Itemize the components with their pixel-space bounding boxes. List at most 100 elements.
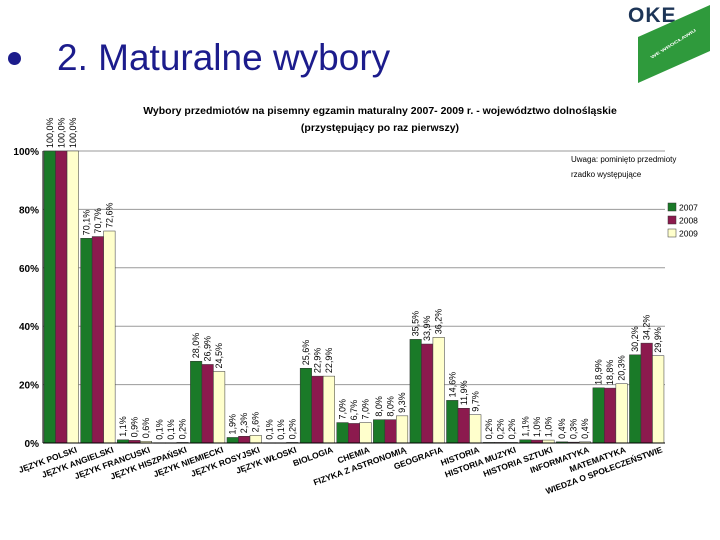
bar [615,383,628,444]
bar [457,408,470,444]
data-label: 2,3% [239,413,249,434]
data-label: 2,6% [251,412,261,433]
data-label: 6,7% [349,400,359,421]
y-tick-label: 80% [19,205,39,216]
bar [299,367,312,444]
chart-note-line1: Uwaga: pominięto przedmioty [571,155,676,164]
bar [213,371,226,444]
data-label: 100,0% [45,117,55,148]
legend-label: 2007 [679,203,698,213]
data-label: 14,6% [447,372,457,398]
data-label: 100,0% [56,117,66,148]
data-label: 1,1% [118,416,128,437]
data-label: 0,2% [287,419,297,440]
legend-label: 2008 [679,216,698,226]
bar [604,387,617,444]
data-label: 0,1% [166,419,176,440]
bar [190,360,203,444]
data-label: 30,2% [630,326,640,352]
bar [336,422,349,444]
data-label: 20,3% [617,355,627,381]
data-labels: 100,0% 100,0% 100,0%70,1% 70,7% 72,6%1,1% 0,9… [45,117,663,439]
title-row: 2. Maturalne wybory [8,36,390,80]
legend-label: 2009 [679,229,698,239]
data-label: 0,3% [569,419,579,440]
legend-swatch [667,202,677,212]
data-label: 29,9% [653,327,663,353]
data-label: 28,0% [191,333,201,359]
data-label: 35,5% [411,311,421,337]
bar [91,236,104,444]
bar [348,423,360,444]
data-label: 26,9% [203,336,213,362]
chart-title-line1: Wybory przedmiotów na pisemny egzamin ma… [143,105,617,117]
data-label: 0,4% [557,418,567,439]
data-label: 1,9% [228,414,238,435]
data-label: 0,1% [155,419,165,440]
bar [469,414,482,444]
data-label: 0,2% [495,419,505,440]
bar [384,419,397,444]
bar [66,150,79,444]
data-label: 25,6% [301,340,311,366]
data-label: 33,9% [422,315,432,341]
legend-swatch [667,215,677,225]
bar [80,238,93,444]
data-label: 0,2% [507,419,517,440]
y-tick-label: 0% [25,439,40,450]
oke-logo: OKE WE WROCŁAWIU [624,4,716,84]
data-label: 1,0% [543,417,553,438]
data-label: 0,6% [141,418,151,439]
logo-text: OKE [628,4,677,27]
bar [55,150,68,444]
slide-title: 2. Maturalne wybory [57,37,391,78]
bar [409,339,422,444]
data-label: 0,2% [178,419,188,440]
data-label: 7,0% [361,399,371,420]
data-label: 9,3% [397,392,407,413]
axes [42,151,665,444]
bar [396,415,409,444]
data-label: 0,1% [264,419,274,440]
data-label: 11,9% [459,380,469,405]
data-label: 8,0% [374,396,384,417]
legend-swatch [667,228,677,238]
data-label: 36,2% [434,309,444,335]
bullet-dot-icon [8,51,21,65]
y-tick-label: 40% [19,322,39,333]
bar [43,150,56,444]
data-label: 18,8% [605,360,615,386]
data-label: 34,2% [642,315,652,341]
bar [238,436,251,444]
data-label: 70,7% [93,208,103,234]
bars [43,150,665,444]
data-label: 72,6% [104,202,114,228]
bar [201,364,214,444]
data-label: 0,4% [580,418,590,439]
bar [629,354,642,444]
bar [421,343,434,444]
data-label: 8,0% [386,396,396,417]
data-label: 100,0% [68,117,78,148]
bar [640,342,653,444]
y-tick-label: 60% [19,264,39,275]
data-label: 0,1% [276,419,286,440]
data-label: 7,0% [338,399,348,420]
bar [311,375,324,444]
gridlines [43,150,665,386]
data-label: 18,9% [594,359,604,385]
data-label: 9,7% [470,391,480,412]
data-label: 0,2% [484,419,494,440]
bar [322,375,335,444]
legend: 2007 2008 2009 [667,202,698,239]
bar [652,355,665,444]
bar [592,387,605,444]
y-axis-ticks: 0% 20% 40% 60% 80% 100% [13,147,39,450]
data-label: 24,5% [214,343,224,369]
data-label: 1,1% [520,416,530,437]
data-label: 0,9% [129,417,139,438]
x-tick-label: BIOLOGIA [291,444,334,468]
bar [249,435,262,444]
